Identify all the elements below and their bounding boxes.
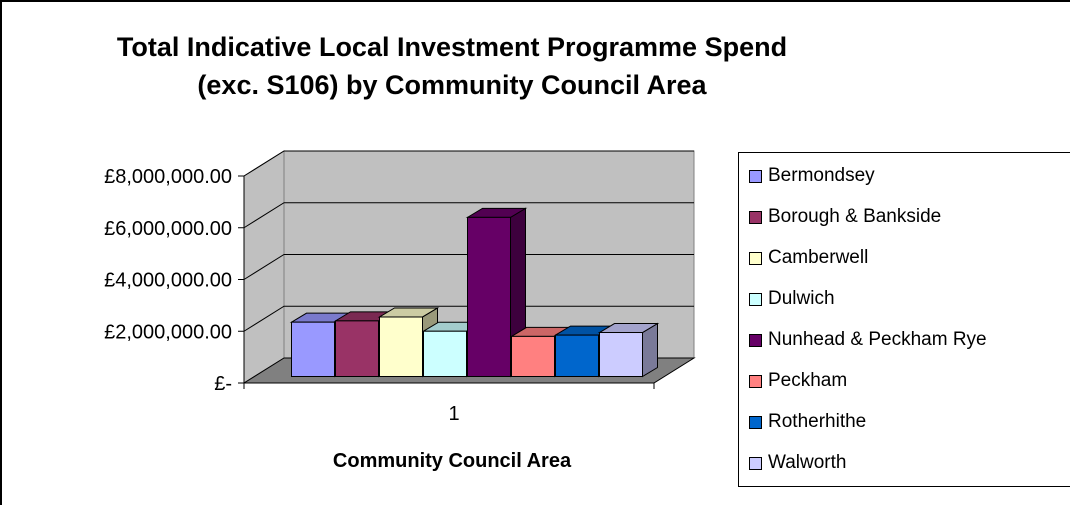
legend-item: Rotherhithe — [749, 408, 866, 436]
legend-swatch — [749, 415, 762, 429]
x-tick-label: 1 — [448, 403, 459, 425]
gridline — [243, 150, 694, 177]
legend-label: Camberwell — [768, 247, 869, 268]
bar-front — [599, 332, 643, 378]
bar-walworth — [597, 322, 660, 378]
legend-swatch — [749, 169, 762, 183]
bar-front — [511, 335, 555, 377]
legend-label: Rotherhithe — [768, 411, 867, 432]
chart-plot: £- £2,000,000.00 £4,000,000.00 £6,000,000.0… — [104, 150, 696, 472]
gridline — [243, 202, 694, 229]
chart-title-line-1: Total Indicative Local Investment Progra… — [116, 32, 788, 62]
legend-label: Borough & Bankside — [768, 206, 942, 227]
legend-swatch — [749, 210, 762, 224]
legend: Bermondsey Borough & Bankside Camberwell Du… — [738, 152, 1070, 487]
legend-label: Peckham — [768, 370, 848, 391]
y-tick-label: £6,000,000.00 — [104, 218, 232, 240]
y-tick-label: £8,000,000.00 — [104, 166, 232, 188]
gridline — [243, 254, 694, 280]
bar-front — [467, 216, 511, 377]
legend-swatch — [749, 333, 762, 347]
legend-label: Dulwich — [768, 288, 835, 309]
y-tick-label: £- — [214, 373, 232, 395]
legend-swatch — [749, 456, 762, 470]
legend-item: Dulwich — [749, 285, 835, 313]
legend-item: Camberwell — [749, 244, 868, 272]
legend-item: Peckham — [749, 367, 847, 395]
legend-swatch — [749, 374, 762, 388]
bar-front — [379, 316, 423, 377]
bar-front — [423, 330, 467, 377]
legend-item: Walworth — [749, 449, 846, 477]
chart-title-line-2: (exc. S106) by Community Council Area — [197, 70, 707, 100]
legend-item: Borough & Bankside — [749, 203, 941, 231]
legend-label: Nunhead & Peckham Rye — [768, 329, 987, 350]
gridline — [243, 305, 694, 332]
legend-item: Nunhead & Peckham Rye — [749, 326, 987, 354]
x-axis-title: Community Council Area — [333, 450, 572, 472]
bar-front — [335, 320, 379, 377]
y-tick-label: £2,000,000.00 — [104, 321, 232, 343]
bar-front — [291, 321, 335, 378]
legend-swatch — [749, 292, 762, 306]
legend-swatch — [749, 251, 762, 265]
legend-item: Bermondsey — [749, 162, 875, 190]
bar-front — [555, 334, 599, 378]
chart-title: Total Indicative Local Investment Progra… — [2, 28, 902, 104]
legend-label: Walworth — [768, 452, 847, 473]
legend-label: Bermondsey — [768, 165, 875, 186]
y-tick-label: £4,000,000.00 — [104, 270, 232, 292]
